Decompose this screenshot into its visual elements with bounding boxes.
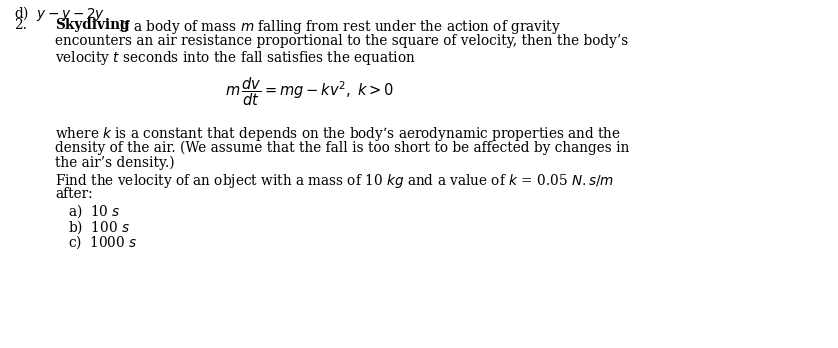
Text: Find the velocity of an object with a mass of 10 $kg$ and a value of $k$ = 0.05 : Find the velocity of an object with a ma…	[55, 172, 614, 190]
Text: velocity $t$ seconds into the fall satisfies the equation: velocity $t$ seconds into the fall satis…	[55, 49, 416, 67]
Text: density of the air. (We assume that the fall is too short to be affected by chan: density of the air. (We assume that the …	[55, 141, 629, 155]
Text: Skydiving: Skydiving	[55, 18, 130, 32]
Text: c)  1000 $s$: c) 1000 $s$	[68, 234, 137, 251]
Text: If a body of mass $m$ falling from rest under the action of gravity: If a body of mass $m$ falling from rest …	[114, 18, 561, 36]
Text: encounters an air resistance proportional to the square of velocity, then the bo: encounters an air resistance proportiona…	[55, 33, 628, 47]
Text: where $k$ is a constant that depends on the body’s aerodynamic properties and th: where $k$ is a constant that depends on …	[55, 125, 621, 143]
Text: $m\,\dfrac{dv}{dt} = mg - kv^2,\; k > 0$: $m\,\dfrac{dv}{dt} = mg - kv^2,\; k > 0$	[225, 75, 394, 108]
Text: b)  100 $s$: b) 100 $s$	[68, 218, 130, 236]
Text: after:: after:	[55, 187, 93, 201]
Text: 2.: 2.	[14, 18, 27, 32]
Text: d)  $y - y - 2y$: d) $y - y - 2y$	[14, 4, 105, 23]
Text: a)  10 $s$: a) 10 $s$	[68, 203, 121, 220]
Text: the air’s density.): the air’s density.)	[55, 156, 174, 171]
